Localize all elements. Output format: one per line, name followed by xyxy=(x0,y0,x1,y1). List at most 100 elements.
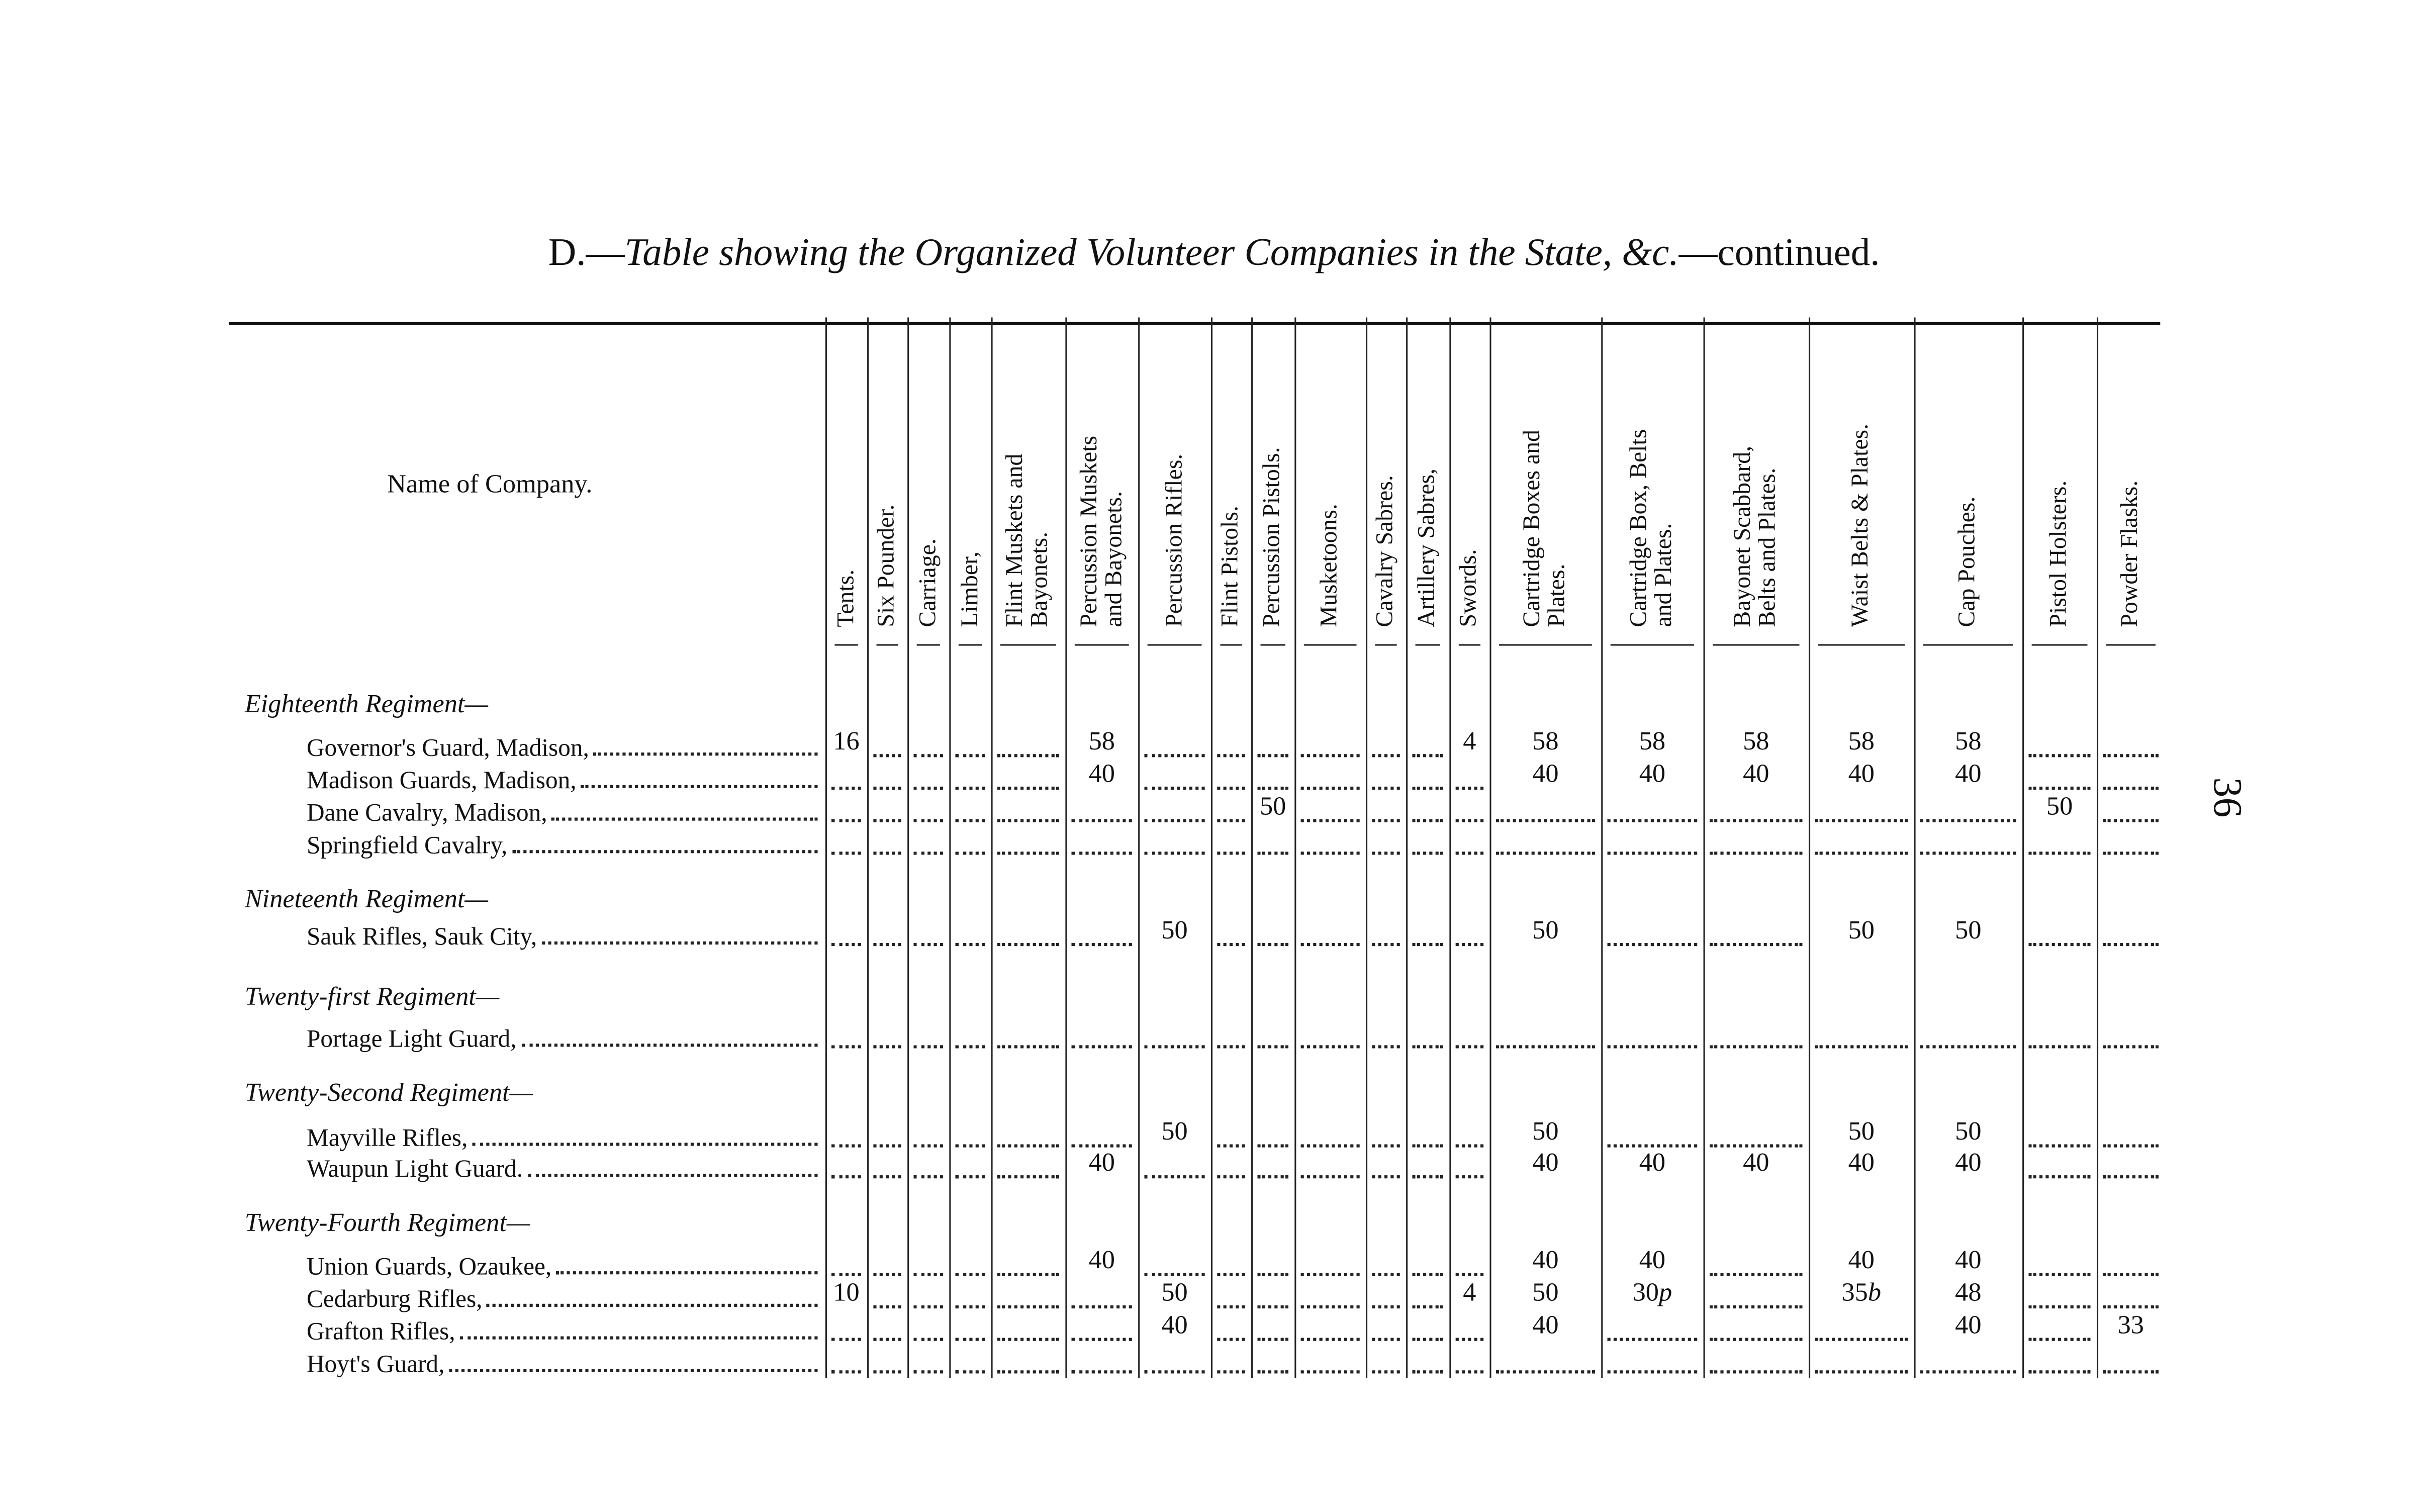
table-cell-empty xyxy=(997,1273,1060,1276)
table-cell-empty xyxy=(997,786,1060,790)
table-cell-empty xyxy=(1217,1370,1245,1374)
table-cell-empty xyxy=(1455,1338,1484,1341)
table-cell-empty xyxy=(1257,786,1288,790)
dot-leader xyxy=(449,1369,818,1372)
column-divider xyxy=(1065,317,1067,1378)
table-cell-empty xyxy=(1217,1273,1245,1276)
table-cell-empty xyxy=(1372,754,1400,758)
table-cell-empty xyxy=(1607,1045,1698,1049)
company-name-text: Madison Guards, Madison, xyxy=(306,768,577,795)
table-cell-empty xyxy=(1300,852,1360,855)
table-cell-empty xyxy=(1071,1305,1132,1309)
table-cell-empty xyxy=(997,1045,1060,1049)
table-cell-empty xyxy=(1372,1370,1400,1374)
table-cell-empty xyxy=(1144,852,1205,855)
table-cell-empty xyxy=(913,1338,944,1341)
table-cell-empty xyxy=(1300,1273,1360,1276)
table-cell-value: 58 xyxy=(1088,726,1115,756)
table-cell-value: 16 xyxy=(833,726,860,756)
table-cell-empty xyxy=(1217,819,1245,822)
table-cell-value: 40 xyxy=(1088,1245,1115,1275)
table-cell-empty xyxy=(913,1144,944,1148)
company-name: Governor's Guard, Madison, xyxy=(307,735,821,763)
company-name: Hoyt's Guard, xyxy=(307,1352,821,1379)
table-cell-empty xyxy=(1412,819,1444,822)
table-cell-empty xyxy=(1496,819,1595,822)
column-header-text: Cavalry Sabres. xyxy=(1372,475,1398,627)
table-cell-empty xyxy=(1412,1175,1444,1179)
column-header-underline xyxy=(958,644,982,646)
column-header-underline xyxy=(1074,644,1129,646)
column-header-text: Cartridge Boxes and Plates. xyxy=(1519,430,1570,627)
column-header-underline xyxy=(1415,644,1440,646)
table-cell-empty xyxy=(1709,1144,1803,1148)
table-cell-empty xyxy=(997,943,1060,947)
title-prefix: D.— xyxy=(548,232,625,274)
dot-leader xyxy=(541,941,818,945)
table-cell-value: 40 xyxy=(1532,1147,1559,1177)
table-cell-empty xyxy=(1412,852,1444,855)
dot-leader xyxy=(459,1336,818,1340)
table-cell-value: 40 xyxy=(1161,1310,1188,1340)
column-divider xyxy=(1601,317,1603,1378)
column-header-underline xyxy=(1713,644,1800,646)
company-name-text: Grafton Rifles, xyxy=(306,1319,455,1346)
table-cell-empty xyxy=(1257,1305,1288,1309)
table-cell-empty xyxy=(2028,1305,2091,1309)
table-cell-empty xyxy=(997,1338,1060,1341)
column-divider xyxy=(1366,317,1368,1378)
table-cell-empty xyxy=(831,1045,861,1049)
table-cell-value: 33 xyxy=(2117,1310,2144,1340)
table-cell-empty xyxy=(1372,1045,1400,1049)
table-cell-empty xyxy=(1920,1045,2016,1049)
column-header-underline xyxy=(1499,644,1592,646)
table-cell-empty xyxy=(1455,1045,1484,1049)
header-rule xyxy=(229,322,2161,325)
table-cell-value: 50 xyxy=(1161,915,1188,945)
column-divider xyxy=(1809,317,1811,1378)
table-cell-value: 48 xyxy=(1955,1277,1982,1307)
company-name: Waupun Light Guard. xyxy=(307,1157,821,1184)
column-header-text: Swords. xyxy=(1455,549,1482,627)
table-cell-value: 40 xyxy=(1639,759,1666,788)
table-cell-empty xyxy=(955,1045,985,1049)
column-header: Musketoons. xyxy=(1294,318,1366,635)
table-cell-empty xyxy=(1300,1144,1360,1148)
column-header-text: Flint Pistols. xyxy=(1217,506,1244,627)
table-cell-empty xyxy=(1300,786,1360,790)
dot-leader xyxy=(556,1271,818,1275)
table-cell-empty xyxy=(2028,1175,2091,1179)
column-divider xyxy=(1210,317,1213,1378)
column-header-underline xyxy=(1375,644,1397,646)
table-cell-empty xyxy=(1217,1338,1245,1341)
table-cell-value: 40 xyxy=(1955,759,1982,788)
table-cell-value: 40 xyxy=(1532,1245,1559,1275)
column-divider xyxy=(1138,317,1140,1378)
table-cell-value: 4 xyxy=(1463,726,1476,756)
dot-leader xyxy=(527,1174,818,1177)
company-name-text: Union Guards, Ozaukee, xyxy=(306,1254,552,1281)
table-cell-value: 40 xyxy=(1088,1147,1115,1177)
company-name-text: Hoyt's Guard, xyxy=(306,1352,445,1378)
table-cell-empty xyxy=(1217,1305,1245,1309)
company-name-text: Sauk Rifles, Sauk City, xyxy=(306,924,537,951)
table-cell-value: 50 xyxy=(1532,1116,1559,1146)
column-header-underline xyxy=(834,644,858,646)
group-heading: Twenty-Second Regiment— xyxy=(244,1078,533,1107)
column-divider xyxy=(991,317,993,1378)
table-cell-empty xyxy=(873,1305,901,1309)
table-cell-empty xyxy=(831,819,861,822)
column-divider xyxy=(1489,317,1491,1378)
column-header-underline xyxy=(2031,644,2088,646)
table-cell-empty xyxy=(955,1370,985,1374)
column-header-text: Carriage. xyxy=(914,538,941,627)
column-header-text: Limber, xyxy=(956,551,983,627)
table-cell-empty xyxy=(1071,1338,1132,1341)
column-header-underline xyxy=(1260,644,1285,646)
company-name-text: Waupun Light Guard. xyxy=(306,1157,523,1183)
table-cell-empty xyxy=(831,786,861,790)
table-cell-empty xyxy=(1709,852,1803,855)
table-cell-empty xyxy=(2028,1338,2091,1341)
table-cell-value: 40 xyxy=(1848,1245,1875,1275)
table-cell-empty xyxy=(2103,1045,2159,1049)
